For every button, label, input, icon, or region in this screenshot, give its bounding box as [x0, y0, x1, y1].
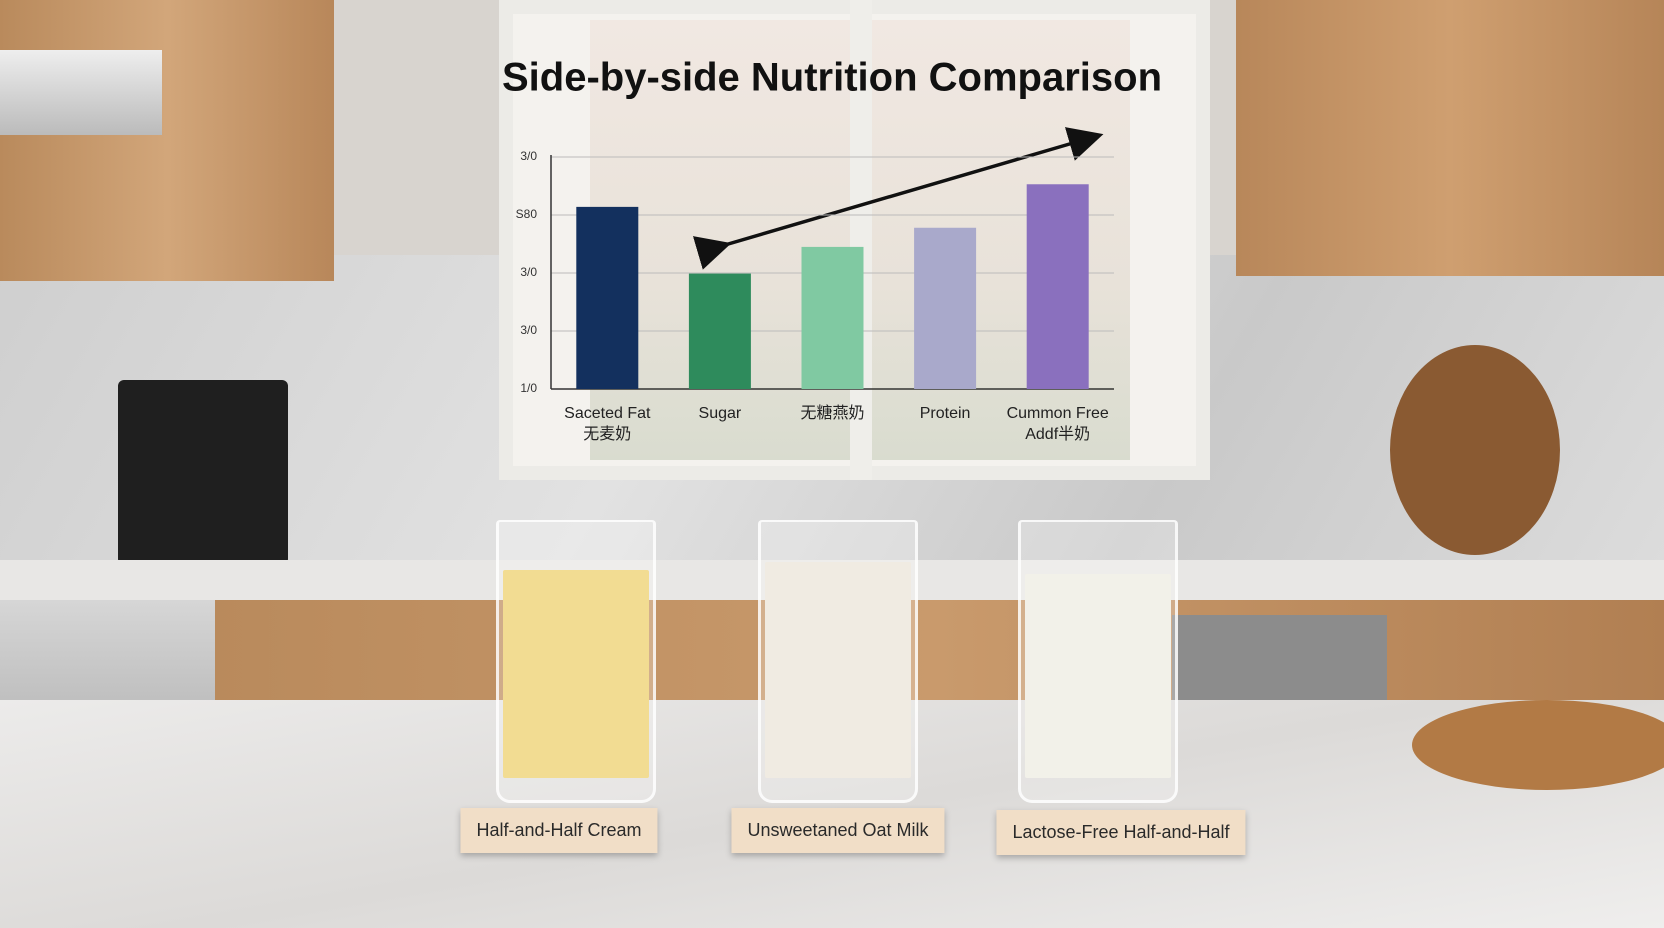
- coffee-maker: [118, 380, 288, 565]
- lactose-free: [1025, 574, 1171, 778]
- cutting-board: [1390, 345, 1560, 555]
- y-tick-label: 3/0: [520, 265, 537, 279]
- x-tick-label: Saceted Fat 无麦奶: [564, 405, 651, 443]
- bar: [576, 206, 639, 389]
- trend-arrow: [692, 127, 1104, 270]
- glass: [758, 520, 918, 803]
- x-tick-label: Sugar: [698, 405, 742, 422]
- glass-label: Lactose-Free Half-and-Half: [996, 810, 1246, 855]
- y-tick-label: 1/0: [520, 381, 537, 395]
- bar: [914, 227, 977, 389]
- range-hood: [0, 50, 162, 135]
- y-tick-label: 3/0: [520, 149, 537, 163]
- x-tick-label: 无糖燕奶: [800, 405, 865, 422]
- glass-label: Unsweetaned Oat Milk: [731, 808, 945, 853]
- x-tick-label: Cummon Free Addf半奶: [1006, 405, 1109, 443]
- left-cabinet: [0, 0, 334, 281]
- bar: [1026, 184, 1089, 389]
- bar: [801, 246, 864, 389]
- bar: [688, 273, 751, 389]
- cream: [503, 570, 649, 778]
- glass: [1018, 520, 1178, 803]
- oat-milk: [765, 562, 911, 778]
- x-tick-label: Protein: [919, 405, 971, 422]
- glass: [496, 520, 656, 803]
- right-cabinet: [1236, 0, 1664, 276]
- y-tick-label: 3/0: [520, 323, 537, 337]
- bowl: [1412, 700, 1664, 790]
- glass-label: Half-and-Half Cream: [460, 808, 658, 853]
- y-tick-label: S80: [516, 207, 538, 221]
- chart-title: Side-by-side Nutrition Comparison: [502, 56, 1162, 100]
